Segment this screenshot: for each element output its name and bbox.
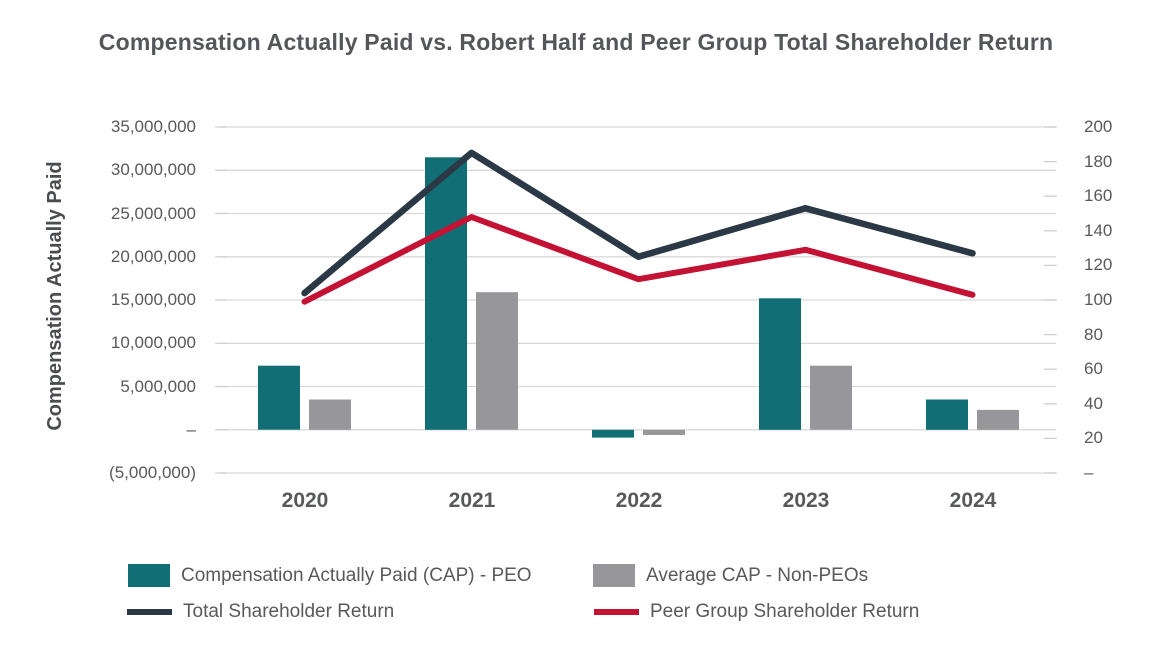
peer-tsr-line-swatch-icon: [594, 609, 639, 615]
right-axis-tick-label: 160: [1084, 186, 1113, 205]
cap-peo-swatch-icon: [128, 564, 170, 587]
legend-item-cap-peo: Compensation Actually Paid (CAP) - PEO: [128, 564, 532, 587]
legend-item-avg-cap: Average CAP - Non-PEOs: [593, 564, 868, 587]
bar-cap-peo: [759, 298, 801, 430]
chart-title: Compensation Actually Paid vs. Robert Ha…: [98, 29, 1054, 55]
legend-label-cap-peo: Compensation Actually Paid (CAP) - PEO: [181, 564, 532, 586]
avg-cap-swatch-icon: [593, 564, 635, 587]
bar-avg-cap-non-peo: [810, 365, 852, 430]
legend-label-tsr: Total Shareholder Return: [183, 601, 395, 622]
x-axis-category-label: 2023: [782, 489, 830, 512]
bar-cap-peo: [926, 399, 968, 430]
right-axis-tick-label: –: [1084, 463, 1094, 482]
x-axis-category-label: 2022: [615, 489, 663, 512]
left-axis-tick-label: 25,000,000: [110, 204, 196, 223]
left-axis-tick-label: 5,000,000: [120, 377, 196, 396]
bar-avg-cap-non-peo: [643, 429, 685, 435]
legend-label-avg-cap: Average CAP - Non-PEOs: [646, 564, 869, 586]
right-axis-tick-label: 200: [1084, 117, 1113, 136]
left-axis-tick-label: 30,000,000: [110, 160, 196, 179]
legend-item-peer-tsr: Peer Group Shareholder Return: [594, 601, 919, 623]
left-axis-tick-label: 35,000,000: [110, 117, 196, 136]
right-axis-tick-label: 20: [1084, 428, 1103, 447]
right-axis-tick-label: 80: [1084, 325, 1103, 344]
x-axis-category-label: 2021: [448, 489, 496, 512]
bar-cap-peo: [592, 429, 634, 438]
bar-cap-peo: [258, 365, 300, 430]
bar-avg-cap-non-peo: [977, 409, 1019, 430]
right-axis-tick-label: 120: [1084, 255, 1113, 274]
right-axis-tick-label: 60: [1084, 359, 1103, 378]
peer-group-tsr-line: [301, 214, 976, 305]
left-axis-tick-label: 10,000,000: [110, 333, 196, 352]
x-axis-category-label: 2020: [281, 489, 329, 512]
legend-item-tsr: Total Shareholder Return: [127, 601, 394, 623]
left-axis-tick-label: –: [186, 420, 196, 439]
right-axis-tick-label: 140: [1084, 221, 1113, 240]
right-axis-tick-label: 180: [1084, 152, 1113, 171]
tsr-line: [301, 149, 976, 297]
legend-label-peer-tsr: Peer Group Shareholder Return: [650, 601, 920, 622]
right-axis-tick-label: 100: [1084, 290, 1113, 309]
x-axis-category-label: 2024: [949, 489, 997, 512]
bar-avg-cap-non-peo: [476, 292, 518, 430]
left-axis-tick-label: 20,000,000: [110, 247, 196, 266]
tsr-line-swatch-icon: [127, 609, 172, 615]
bar-avg-cap-non-peo: [309, 399, 351, 430]
left-axis-tick-label: 15,000,000: [110, 290, 196, 309]
right-axis-tick-label: 40: [1084, 394, 1103, 413]
left-axis-tick-label: (5,000,000): [109, 463, 196, 482]
bar-cap-peo: [425, 157, 467, 430]
